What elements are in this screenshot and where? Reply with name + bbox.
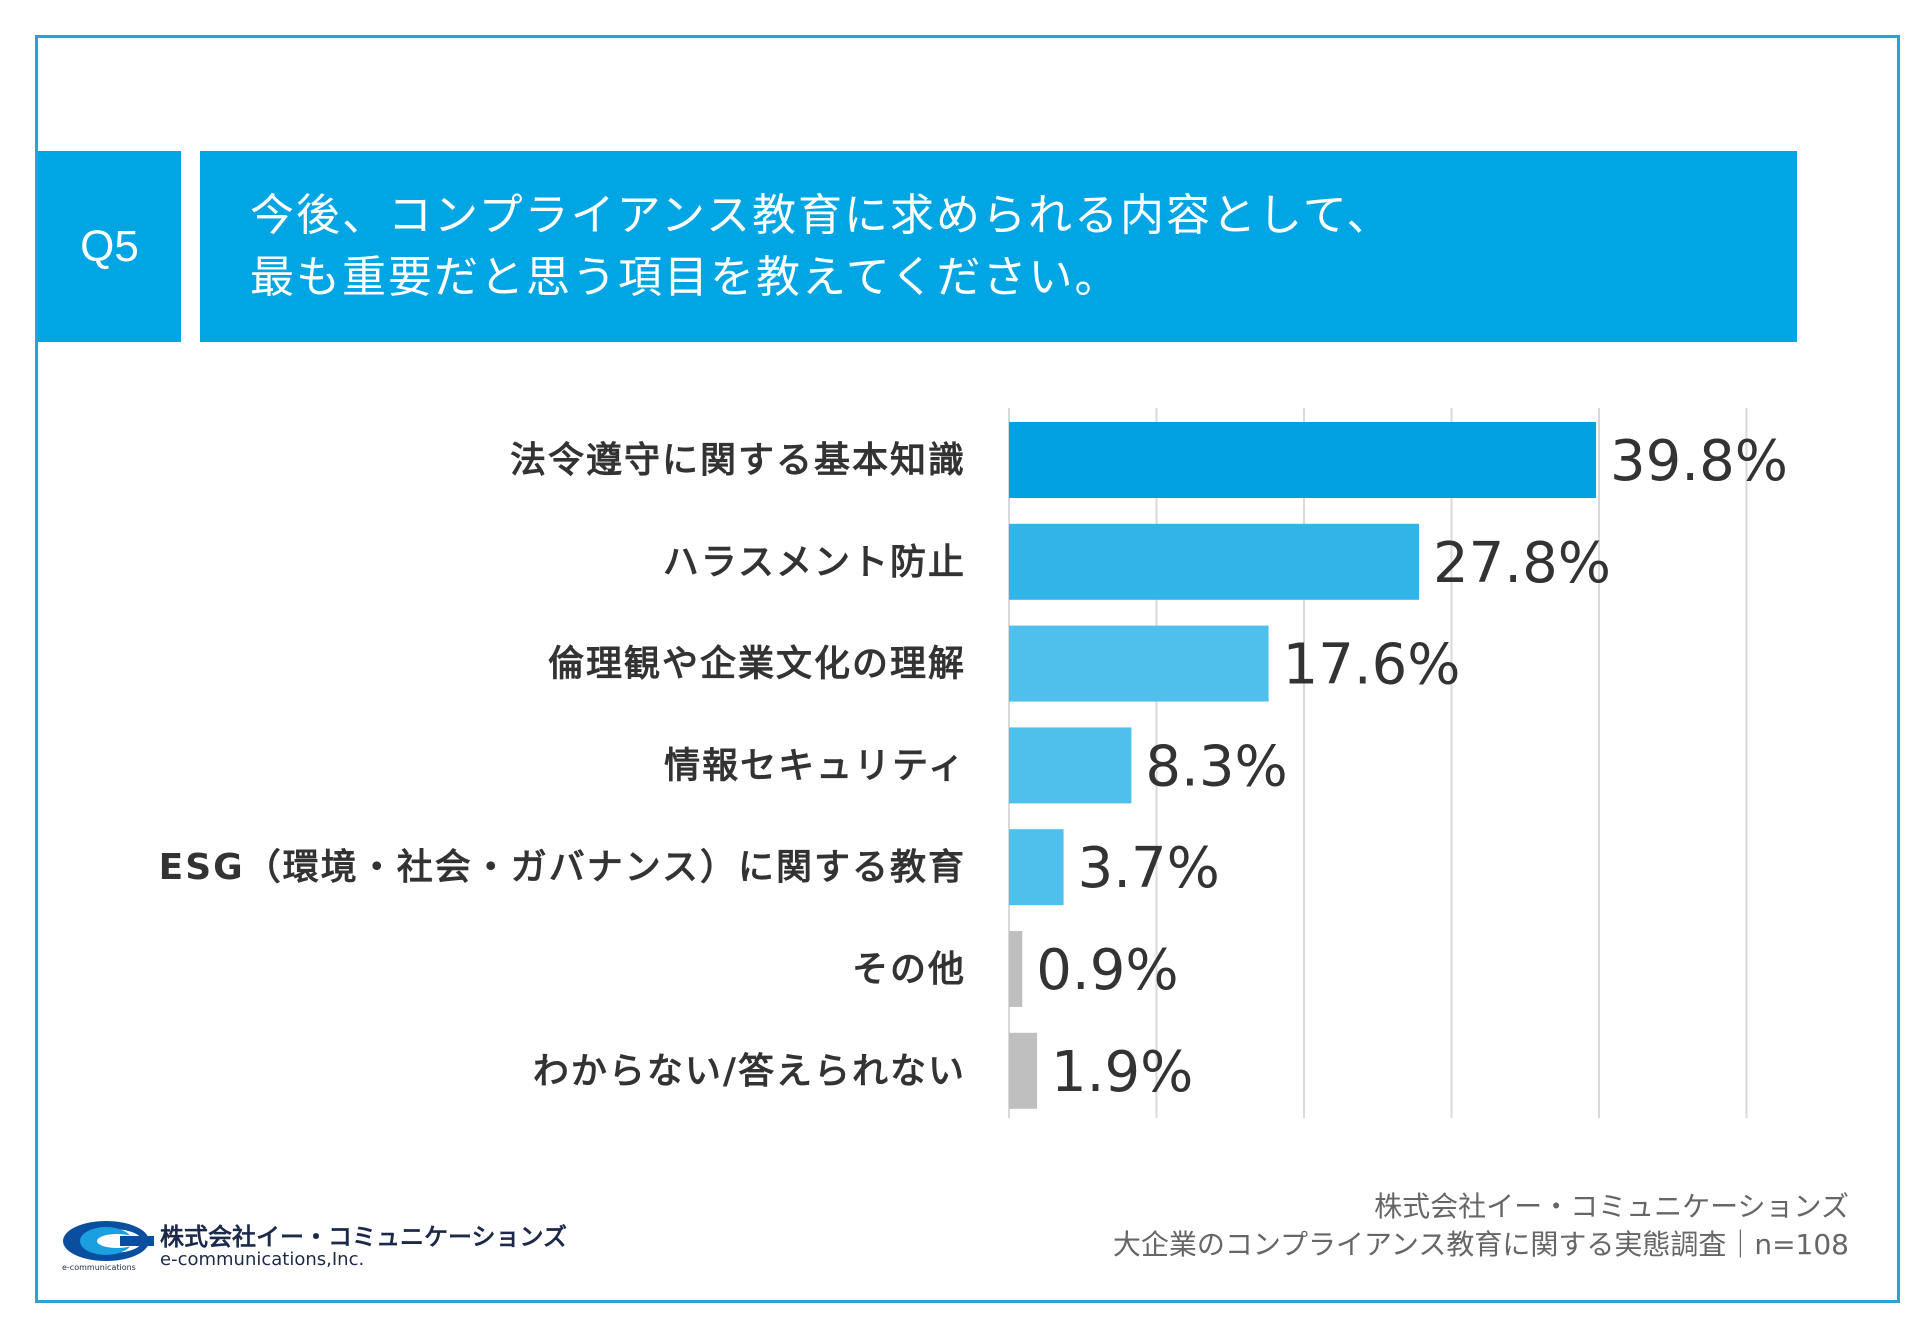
logo-company-jp: 株式会社イー・コミュニケーションズ <box>160 1223 568 1251</box>
question-line-1: 今後、コンプライアンス教育に求められる内容として、 <box>250 190 1393 241</box>
bar-3 <box>1009 625 1269 702</box>
company-logo: 株式会社イー・コミュニケーションズ e-communications,Inc. … <box>62 1215 582 1275</box>
logo-mark-icon <box>63 1221 154 1261</box>
logo-company-en: e-communications,Inc. <box>160 1249 365 1270</box>
category-label-2: ハラスメント防止 <box>663 542 966 583</box>
question-number: Q5 <box>80 221 139 271</box>
bar-1 <box>1009 422 1597 498</box>
category-label-1: 法令遵守に関する基本知識 <box>510 440 966 481</box>
question-line-2: 最も重要だと思う項目を教えてください。 <box>250 252 1121 303</box>
value-label-2: 27.8% <box>1433 531 1611 596</box>
question-title: 今後、コンプライアンス教育に求められる内容として、 最も重要だと思う項目を教えて… <box>200 151 1797 342</box>
slide-frame: Q5 今後、コンプライアンス教育に求められる内容として、 最も重要だと思う項目を… <box>35 35 1900 1303</box>
category-label-5: ESG（環境・社会・ガバナンス）に関する教育 <box>159 847 966 888</box>
source-note: 株式会社イー・コミュニケーションズ 大企業のコンプライアンス教育に関する実態調査… <box>1113 1188 1849 1264</box>
value-label-1: 39.8% <box>1610 429 1788 494</box>
question-number-badge: Q5 <box>38 151 181 342</box>
bar-6 <box>1009 931 1023 1007</box>
value-label-6: 0.9% <box>1036 938 1178 1003</box>
category-label-3: 倫理観や企業文化の理解 <box>548 643 966 685</box>
category-label-7: わからない/答えられない <box>533 1051 966 1092</box>
value-label-4: 8.3% <box>1145 734 1287 799</box>
value-label-5: 3.7% <box>1078 836 1220 901</box>
source-survey: 大企業のコンプライアンス教育に関する実態調査｜n=108 <box>1112 1228 1849 1261</box>
value-label-3: 17.6% <box>1283 633 1461 698</box>
logo-tagline: e-communications <box>62 1263 136 1272</box>
bar-5 <box>1009 829 1064 906</box>
source-company: 株式会社イー・コミュニケーションズ <box>1374 1190 1849 1223</box>
bar-4 <box>1009 727 1132 804</box>
category-label-4: 情報セキュリティ <box>664 745 966 786</box>
value-label-7: 1.9% <box>1051 1040 1193 1105</box>
bar-2 <box>1009 523 1420 600</box>
category-label-6: その他 <box>852 949 966 990</box>
bar-7 <box>1009 1032 1038 1109</box>
